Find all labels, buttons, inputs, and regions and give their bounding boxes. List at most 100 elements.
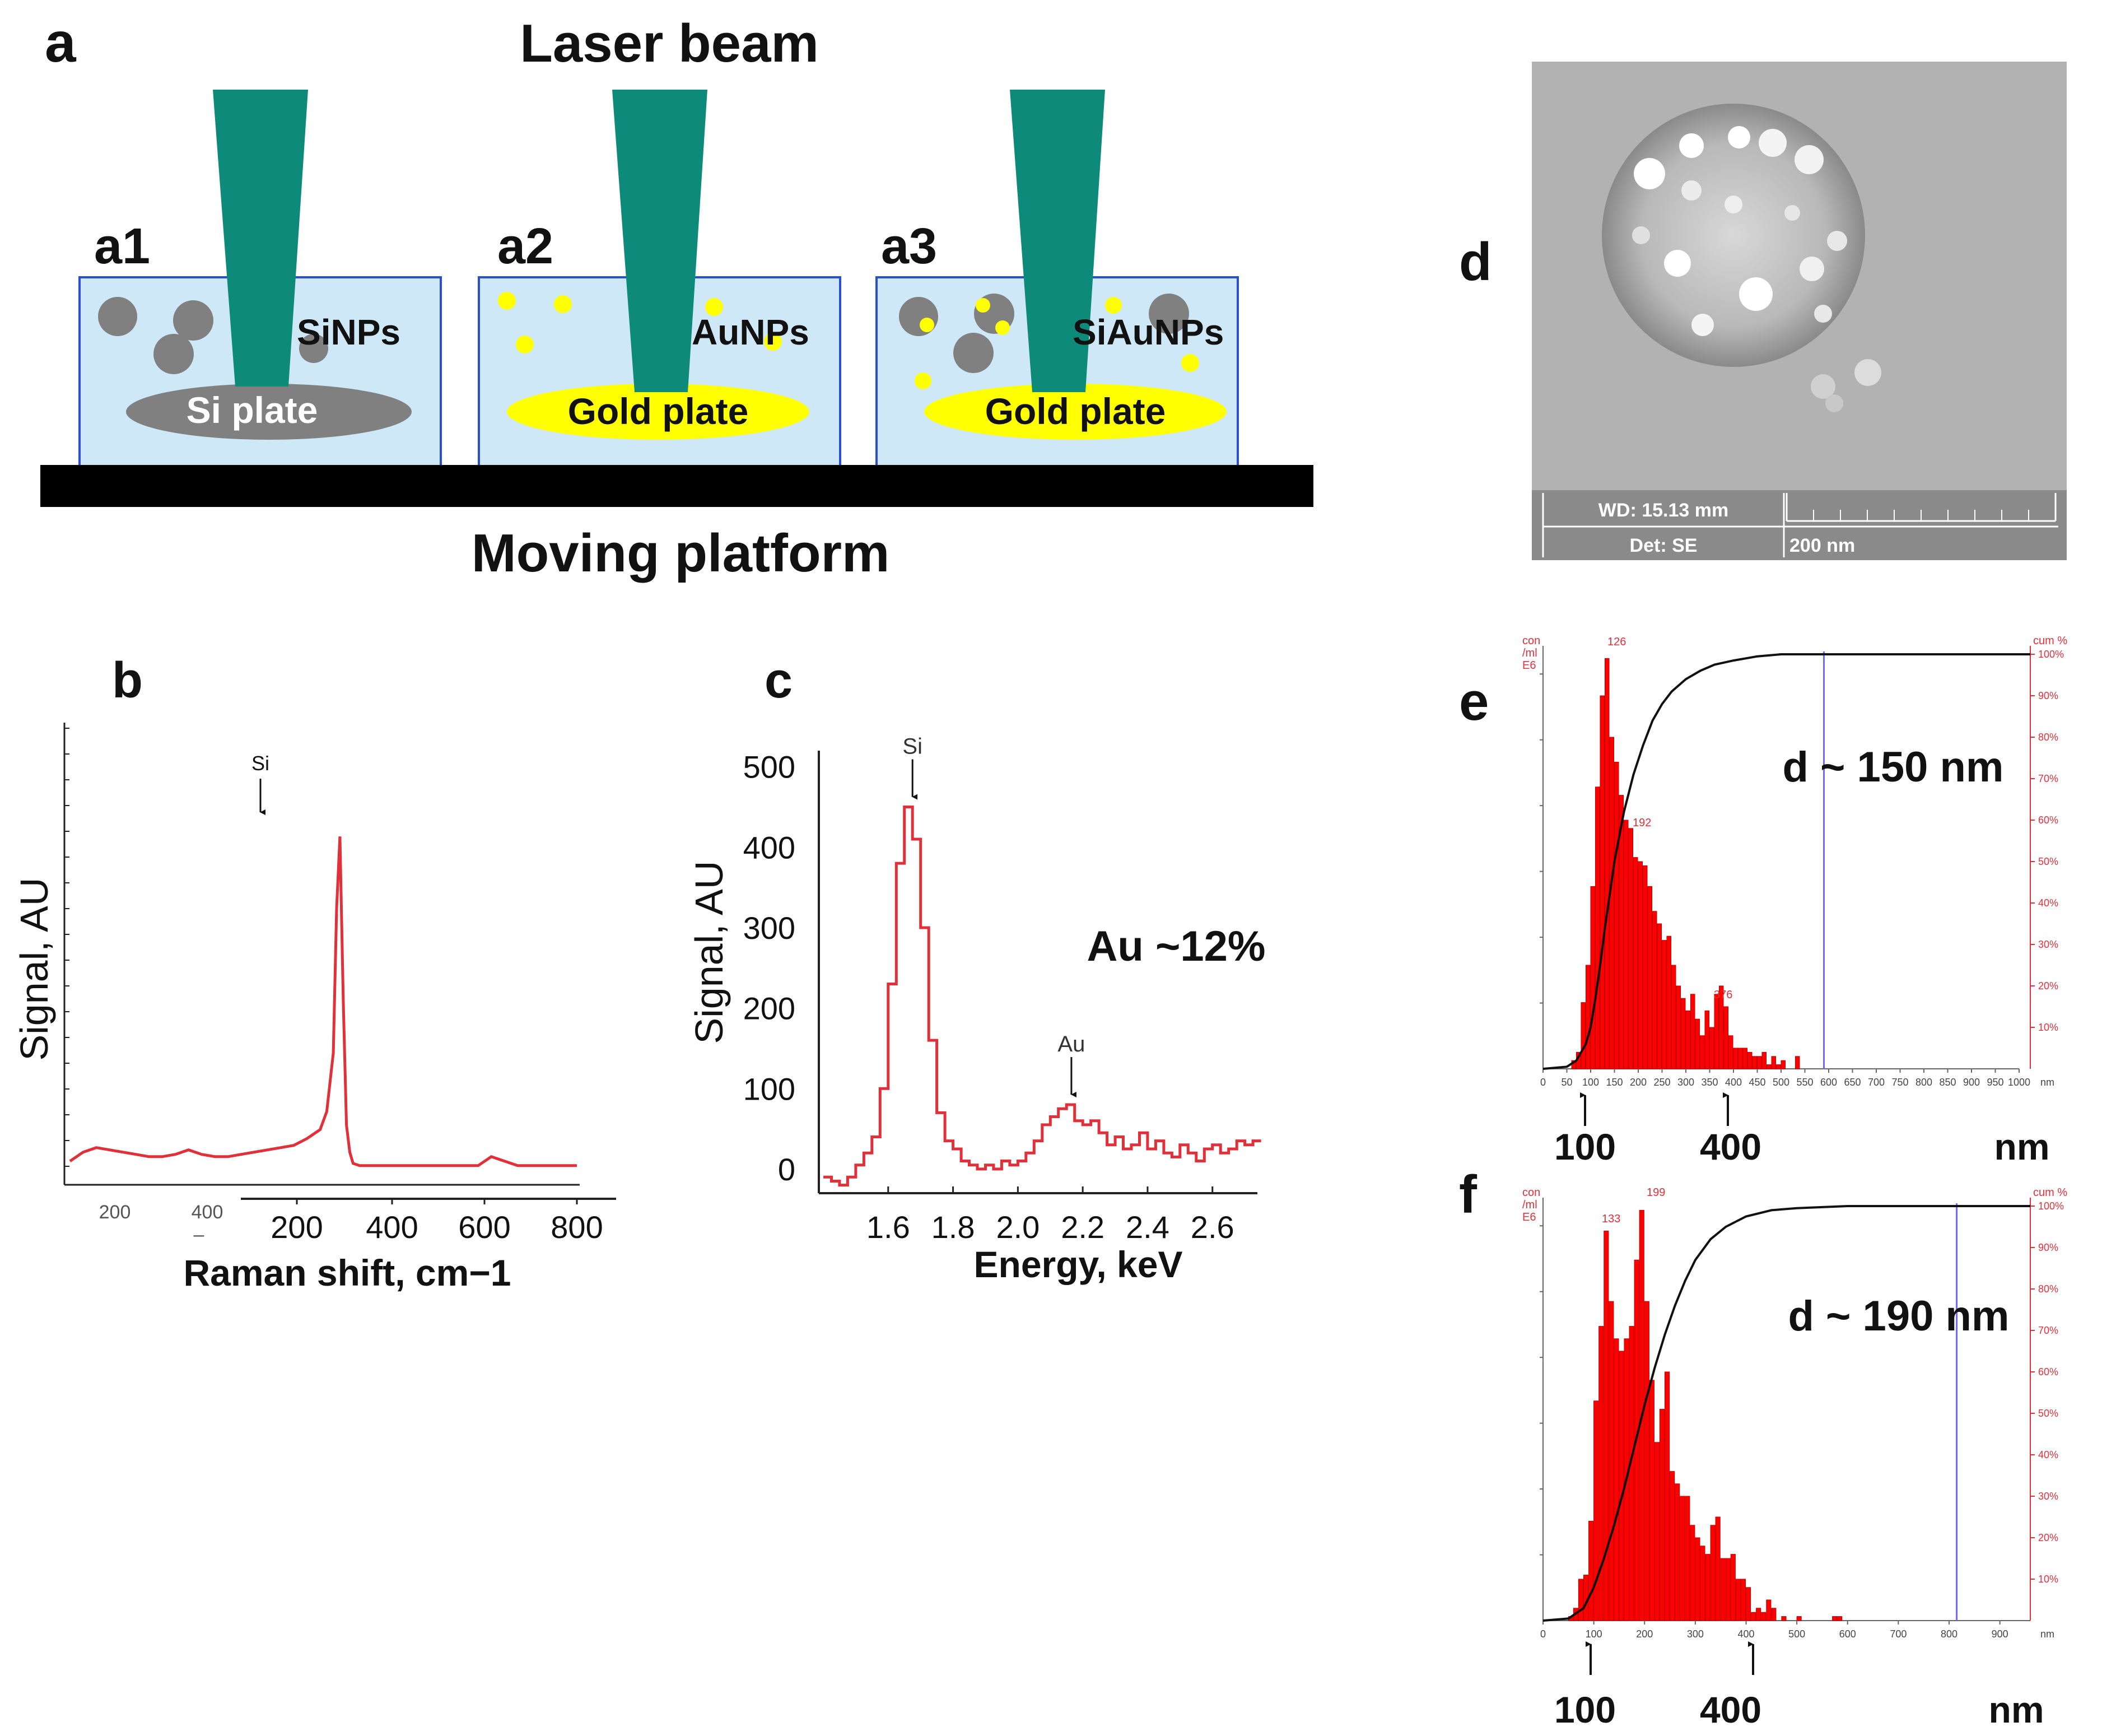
c-y-tick-label: 500 (743, 750, 795, 785)
c-y-tick-label: 100 (743, 1071, 795, 1106)
au-nanoparticle (554, 295, 572, 313)
c-ylabel: Signal, AU (687, 861, 731, 1044)
e-right-tick-label: 70% (2038, 773, 2058, 784)
e-x-tick-label: 0 (1540, 1077, 1546, 1088)
f-bar (1781, 1616, 1787, 1621)
e-right-tick-label: 80% (2038, 732, 2058, 743)
e-arrow-label-100: 100 (1554, 1126, 1616, 1167)
panel-label-a: a (45, 11, 77, 74)
laser-beam-3 (1010, 90, 1105, 392)
b-x-tick-label: 400 (366, 1209, 418, 1245)
e-bar (1595, 786, 1600, 1069)
e-x-tick-label: 850 (1939, 1077, 1956, 1088)
f-right-tick-label: 50% (2038, 1408, 2058, 1419)
f-x-unit: nm (2040, 1628, 2054, 1640)
f-bar (1700, 1546, 1705, 1621)
sem-det-label: Det: SE (1630, 535, 1698, 556)
f-x-tick-label: 900 (1992, 1628, 2008, 1640)
c-y-tick-label: 400 (743, 830, 795, 865)
c-peak-label: Au (1057, 1032, 1085, 1057)
c-x-tick-label: 2.2 (1061, 1209, 1104, 1245)
e-bar (1695, 1018, 1700, 1069)
e-bar (1633, 857, 1638, 1069)
e-right-tick-label: 10% (2038, 1022, 2058, 1033)
si-nanoparticle (299, 334, 328, 363)
e-x-tick-label: 1000 (2008, 1077, 2030, 1088)
vessel-label-a3: a3 (881, 218, 937, 274)
gold-plate-label-a3: Gold plate (985, 390, 1166, 432)
vessel-label-a1: a1 (94, 218, 150, 274)
e-bar (1609, 737, 1614, 1069)
f-bar (1604, 1230, 1609, 1621)
c-x-tick-label: 1.6 (866, 1209, 910, 1245)
e-bar (1666, 936, 1671, 1069)
b-ylabel: Signal, AU (12, 878, 56, 1061)
si-nanoparticle (98, 297, 137, 336)
f-peak-label-199: 199 (1647, 1186, 1665, 1199)
panel-c: c Signal, AU 0 100 200 300 400 500 1.6 1.8 2.0 2.… (687, 653, 1265, 1285)
e-bar (1776, 1064, 1781, 1069)
f-x-tick-label: 200 (1636, 1628, 1653, 1640)
vessel-a3: a3 SiAuNPs Gold plate (875, 90, 1239, 469)
f-right-tick-label: 60% (2038, 1366, 2058, 1377)
f-bar (1614, 1338, 1619, 1621)
e-right-tick-label: 20% (2038, 980, 2058, 992)
b-inner-tick-200: 200 (99, 1202, 131, 1223)
e-annotation: d ~ 150 nm (1783, 743, 2004, 791)
e-x-tick-label: 200 (1630, 1077, 1647, 1088)
laser-beam-title: Laser beam (520, 13, 819, 73)
f-right-axis-title: cum % (2033, 1186, 2067, 1199)
c-plot-area: 0 100 200 300 400 500 1.6 1.8 2.0 2.2 2.4 2.6 Si Au (743, 734, 1261, 1245)
c-y-tick-label: 0 (778, 1152, 795, 1187)
moving-platform (40, 465, 1313, 507)
e-peak-label-376: 376 (1714, 989, 1732, 1001)
f-bar (1654, 1442, 1660, 1621)
e-x-tick-label: 450 (1749, 1077, 1765, 1088)
si-plate (126, 384, 412, 440)
e-x-tick-label: 100 (1582, 1077, 1599, 1088)
e-bar (1709, 1027, 1714, 1069)
e-bar (1600, 695, 1605, 1069)
b-inner-tick-400: 400 (192, 1202, 223, 1223)
moving-platform-label: Moving platform (472, 523, 890, 583)
f-left-axis-ml: /ml (1522, 1199, 1537, 1211)
e-bar (1781, 1060, 1786, 1069)
e-x-tick-label: 500 (1773, 1077, 1789, 1088)
sem-spot (1725, 196, 1742, 213)
e-bar (1757, 1056, 1762, 1069)
c-x-tick-label: 2.4 (1126, 1209, 1169, 1245)
b-x-tick-label: 200 (271, 1209, 323, 1245)
f-right-tick-label: 100% (2038, 1200, 2064, 1212)
f-bar (1609, 1301, 1614, 1621)
e-bar (1662, 940, 1667, 1069)
b-x-tick-label: 800 (551, 1209, 603, 1245)
f-bar (1629, 1326, 1634, 1621)
e-x-tick-label: 700 (1868, 1077, 1885, 1088)
e-histogram: 10% 20% 30% 40% 50% 60% 70% 80% 90% 100% 0 50 100 150… (1540, 646, 2064, 1088)
e-bar (1767, 1064, 1772, 1069)
au-nanoparticle (764, 333, 782, 351)
e-bar (1795, 1056, 1800, 1069)
siaunps-label: SiAuNPs (1073, 312, 1224, 352)
c-x-tick-label: 2.6 (1191, 1209, 1234, 1245)
sem-info-bar (1532, 490, 2067, 560)
e-cumulative-curve (1542, 653, 2030, 1070)
f-peak-label-133: 133 (1602, 1213, 1620, 1225)
f-bar (1766, 1599, 1772, 1621)
c-x-tick-label: 1.8 (931, 1209, 975, 1245)
e-bar (1638, 861, 1643, 1069)
e-bar (1738, 1048, 1743, 1069)
f-bar (1578, 1579, 1583, 1621)
f-bar (1735, 1579, 1741, 1621)
f-bar (1725, 1558, 1731, 1621)
sem-spot (1664, 250, 1691, 277)
f-histogram: 10% 20% 30% 40% 50% 60% 70% 80% 90% 100% 0 100 200 30… (1540, 1198, 2064, 1640)
si-nanoparticle (1149, 294, 1189, 334)
c-annotation-au: Au ~12% (1087, 923, 1266, 970)
e-right-axis-title: cum % (2033, 635, 2067, 647)
f-x-tick-label: 700 (1890, 1628, 1907, 1640)
b-inner-tick-dash: – (194, 1224, 204, 1245)
e-peak-label-126: 126 (1607, 636, 1626, 648)
b-plot-area: 200 400 600 800 (69, 836, 603, 1245)
e-bar (1704, 1010, 1709, 1069)
